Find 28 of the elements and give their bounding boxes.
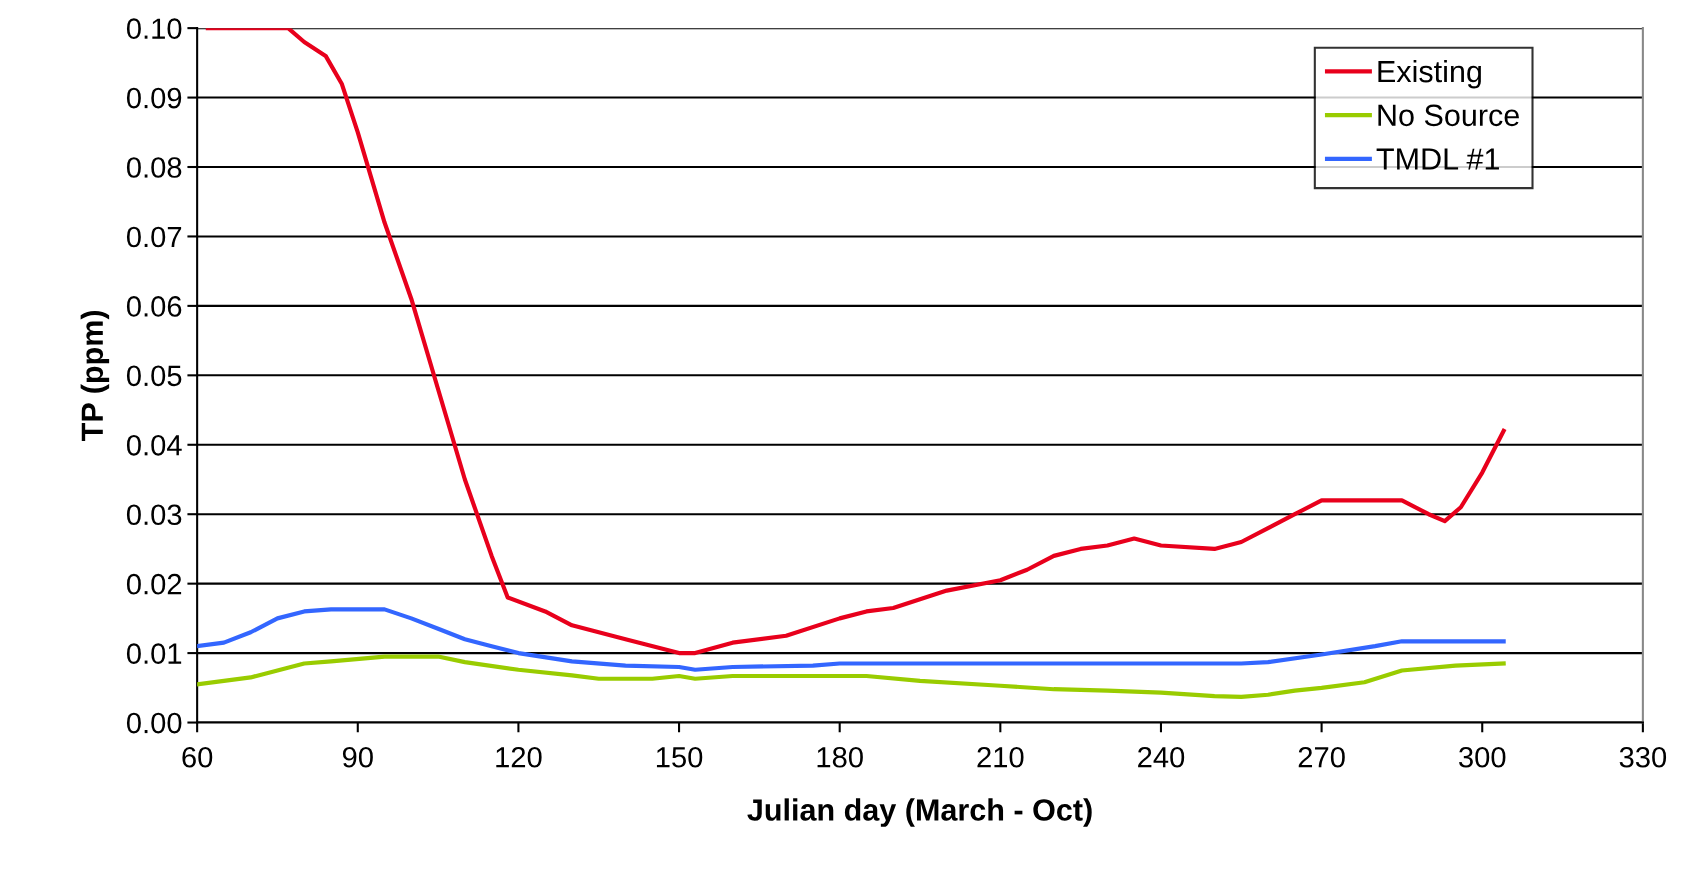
y-tick-label: 0.01 — [126, 643, 182, 664]
x-tick-label: 120 — [496, 746, 542, 768]
y-tick-label: 0.10 — [126, 18, 182, 39]
x-axis-title: Julian day (March - Oct) — [747, 798, 1092, 827]
legend-label: TMDL #1 — [1376, 148, 1499, 170]
x-tick-label: 180 — [817, 746, 863, 768]
y-tick-label: 0.06 — [126, 296, 182, 317]
line-series — [197, 654, 1506, 699]
y-axis-title: TP (ppm) — [80, 310, 110, 441]
y-tick-label: 0.02 — [126, 573, 182, 595]
y-tick-label: 0.09 — [126, 87, 182, 109]
y-tick-label: 0.03 — [126, 504, 182, 526]
x-tick-label: 210 — [977, 746, 1024, 768]
x-tick-label: 240 — [1138, 746, 1185, 768]
x-tick-label: 90 — [342, 746, 373, 768]
y-tick-label: 0.07 — [126, 226, 182, 248]
x-tick-label: 270 — [1298, 746, 1345, 768]
legend-label: Existing — [1378, 59, 1481, 89]
x-tick-label: 300 — [1459, 746, 1506, 768]
x-tick-label: 150 — [656, 746, 703, 768]
y-tick-label: 0.05 — [126, 365, 182, 387]
x-tick-label: 60 — [182, 746, 213, 768]
line-series — [197, 607, 1506, 672]
x-tick-label: 330 — [1619, 746, 1667, 768]
legend-label: No Source — [1378, 104, 1519, 127]
y-tick-label: 0.00 — [126, 712, 182, 734]
y-tick-label: 0.04 — [126, 434, 182, 456]
y-tick-label: 0.08 — [126, 157, 182, 178]
